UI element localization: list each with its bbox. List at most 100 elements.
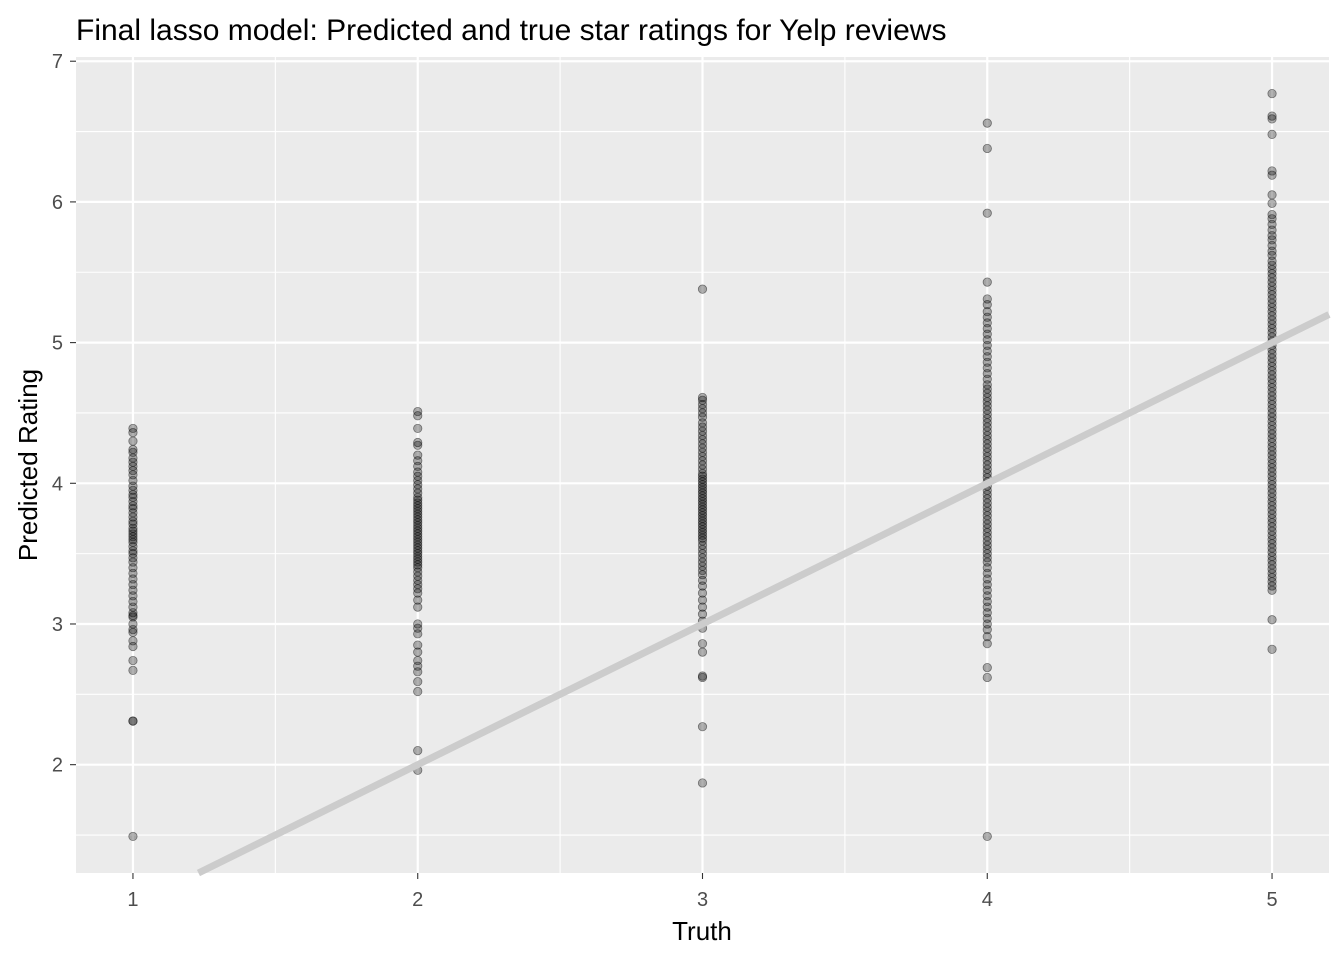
scatter-point — [413, 560, 423, 570]
scatter-point — [1267, 551, 1277, 562]
scatter-point — [128, 557, 138, 567]
scatter-point — [982, 591, 992, 601]
scatter-point — [413, 411, 423, 421]
scatter-point — [413, 543, 423, 553]
scatter-point — [697, 496, 708, 507]
scatter-point — [697, 505, 708, 515]
scatter-point — [128, 541, 138, 552]
scatter-point — [413, 423, 423, 434]
scatter-point — [128, 526, 138, 536]
scatter-point — [697, 565, 708, 576]
scatter-point — [697, 491, 708, 501]
scatter-point — [982, 662, 992, 673]
scatter-point — [1267, 560, 1277, 570]
scatter-point — [128, 481, 138, 491]
scatter-point — [982, 405, 992, 415]
scatter-point — [982, 380, 992, 390]
scatter-point — [1267, 543, 1277, 553]
scatter-point — [413, 495, 423, 505]
scatter-point — [1267, 568, 1277, 578]
scatter-point — [1267, 387, 1277, 397]
scatter-point — [1267, 522, 1277, 532]
scatter-point — [413, 520, 423, 531]
scatter-point — [697, 513, 708, 524]
scatter-point — [982, 374, 992, 384]
scatter-point — [413, 602, 423, 612]
scatter-point — [413, 579, 423, 590]
scatter-point — [1267, 323, 1277, 334]
scatter-point — [413, 492, 423, 502]
scatter-point — [1267, 298, 1277, 308]
scatter-point — [128, 549, 138, 559]
scatter-point — [982, 352, 992, 362]
x-tick-label: 5 — [1266, 889, 1277, 911]
scatter-point — [697, 408, 708, 418]
scatter-point — [1267, 585, 1277, 595]
scatter-point — [413, 523, 423, 533]
scatter-point — [1267, 425, 1277, 435]
scatter-point — [1267, 467, 1277, 477]
scatter-point — [982, 426, 992, 436]
scatter-point — [1267, 547, 1277, 557]
scatter-point — [697, 422, 708, 432]
scatter-point — [128, 529, 138, 539]
scatter-point — [128, 568, 138, 578]
scatter-point — [128, 619, 138, 629]
scatter-point — [982, 544, 992, 555]
scatter-point — [982, 632, 992, 642]
scatter-point — [982, 639, 992, 649]
scatter-point — [982, 409, 992, 419]
scatter-point — [982, 413, 992, 424]
scatter-point — [413, 546, 423, 556]
scatter-point — [128, 436, 138, 446]
scatter-point — [697, 647, 708, 657]
scatter-point — [697, 482, 708, 493]
y-tick-label: 5 — [52, 333, 63, 355]
scatter-point — [982, 447, 992, 457]
scatter-point — [982, 451, 992, 462]
scatter-point — [697, 602, 708, 612]
scatter-point — [1267, 294, 1277, 304]
scatter-point — [128, 519, 138, 529]
scatter-point — [413, 529, 423, 539]
scatter-point — [697, 399, 708, 410]
scatter-point — [1267, 129, 1277, 139]
scatter-point — [982, 464, 992, 474]
scatter-point — [982, 307, 992, 317]
scatter-point — [982, 418, 992, 428]
scatter-point — [1267, 219, 1277, 230]
scatter-point — [982, 443, 992, 453]
scatter-point — [1267, 111, 1277, 121]
scatter-point — [697, 284, 708, 294]
scatter-point — [982, 672, 992, 683]
scatter-point — [128, 641, 138, 652]
scatter-point — [1267, 399, 1277, 410]
reference-line — [196, 311, 1331, 877]
scatter-point — [697, 418, 708, 428]
scatter-point — [413, 498, 423, 508]
scatter-point — [982, 553, 992, 563]
scatter-point — [1267, 501, 1277, 511]
scatter-point — [982, 527, 992, 538]
scatter-point — [413, 488, 423, 498]
scatter-point — [982, 329, 992, 339]
scatter-point — [982, 312, 992, 322]
scatter-point — [1267, 534, 1277, 545]
scatter-point — [1267, 302, 1277, 313]
scatter-point — [128, 537, 138, 547]
scatter-point — [697, 595, 708, 605]
scatter-point — [1267, 577, 1277, 587]
scatter-point — [982, 363, 992, 373]
scatter-point — [1267, 581, 1277, 591]
scatter-point — [1267, 170, 1277, 180]
y-axis: 2 3 4 5 6 7 — [52, 51, 76, 777]
scatter-point — [697, 404, 708, 414]
scatter-point — [697, 464, 708, 474]
scatter-point — [982, 392, 992, 403]
scatter-point — [982, 118, 992, 128]
scatter-point — [413, 484, 423, 494]
scatter-point — [697, 530, 708, 540]
scatter-point — [128, 716, 138, 726]
scatter-point — [697, 460, 708, 470]
